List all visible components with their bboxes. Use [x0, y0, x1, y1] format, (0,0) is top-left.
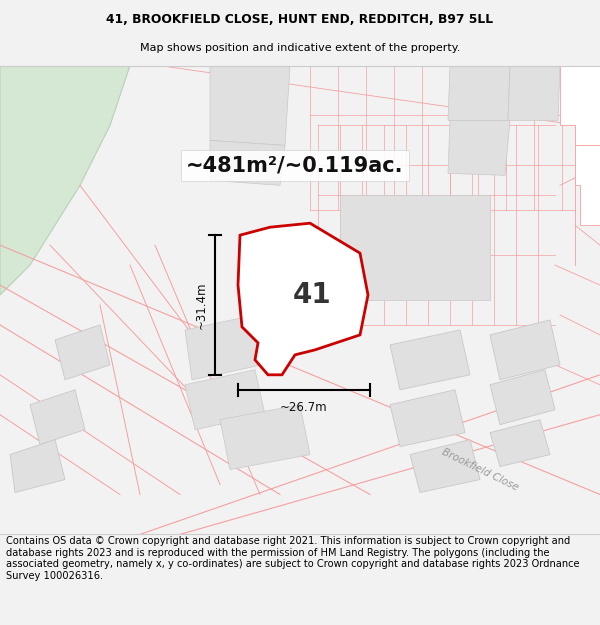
Polygon shape: [390, 330, 470, 390]
Polygon shape: [575, 146, 600, 225]
Text: Brookfield Close: Brookfield Close: [440, 447, 520, 493]
Polygon shape: [448, 66, 510, 121]
Text: ~26.7m: ~26.7m: [280, 401, 328, 414]
Polygon shape: [390, 390, 465, 447]
Polygon shape: [10, 439, 65, 493]
Text: Map shows position and indicative extent of the property.: Map shows position and indicative extent…: [140, 42, 460, 52]
Polygon shape: [490, 320, 560, 380]
Polygon shape: [185, 370, 265, 429]
Text: 41, BROOKFIELD CLOSE, HUNT END, REDDITCH, B97 5LL: 41, BROOKFIELD CLOSE, HUNT END, REDDITCH…: [106, 13, 494, 26]
Polygon shape: [508, 66, 560, 121]
Polygon shape: [238, 223, 368, 375]
Polygon shape: [448, 121, 510, 176]
Polygon shape: [55, 325, 110, 380]
Polygon shape: [210, 141, 285, 185]
Polygon shape: [560, 66, 600, 146]
Text: Contains OS data © Crown copyright and database right 2021. This information is : Contains OS data © Crown copyright and d…: [6, 536, 580, 581]
Polygon shape: [30, 390, 85, 444]
Text: ~481m²/~0.119ac.: ~481m²/~0.119ac.: [186, 156, 404, 176]
Text: 41: 41: [293, 281, 331, 309]
Polygon shape: [185, 315, 262, 380]
Text: ~31.4m: ~31.4m: [194, 281, 208, 329]
Polygon shape: [220, 405, 310, 469]
Polygon shape: [210, 66, 290, 146]
Polygon shape: [410, 439, 480, 493]
Polygon shape: [0, 66, 130, 295]
Polygon shape: [340, 195, 490, 300]
Polygon shape: [490, 419, 550, 466]
Polygon shape: [490, 370, 555, 424]
